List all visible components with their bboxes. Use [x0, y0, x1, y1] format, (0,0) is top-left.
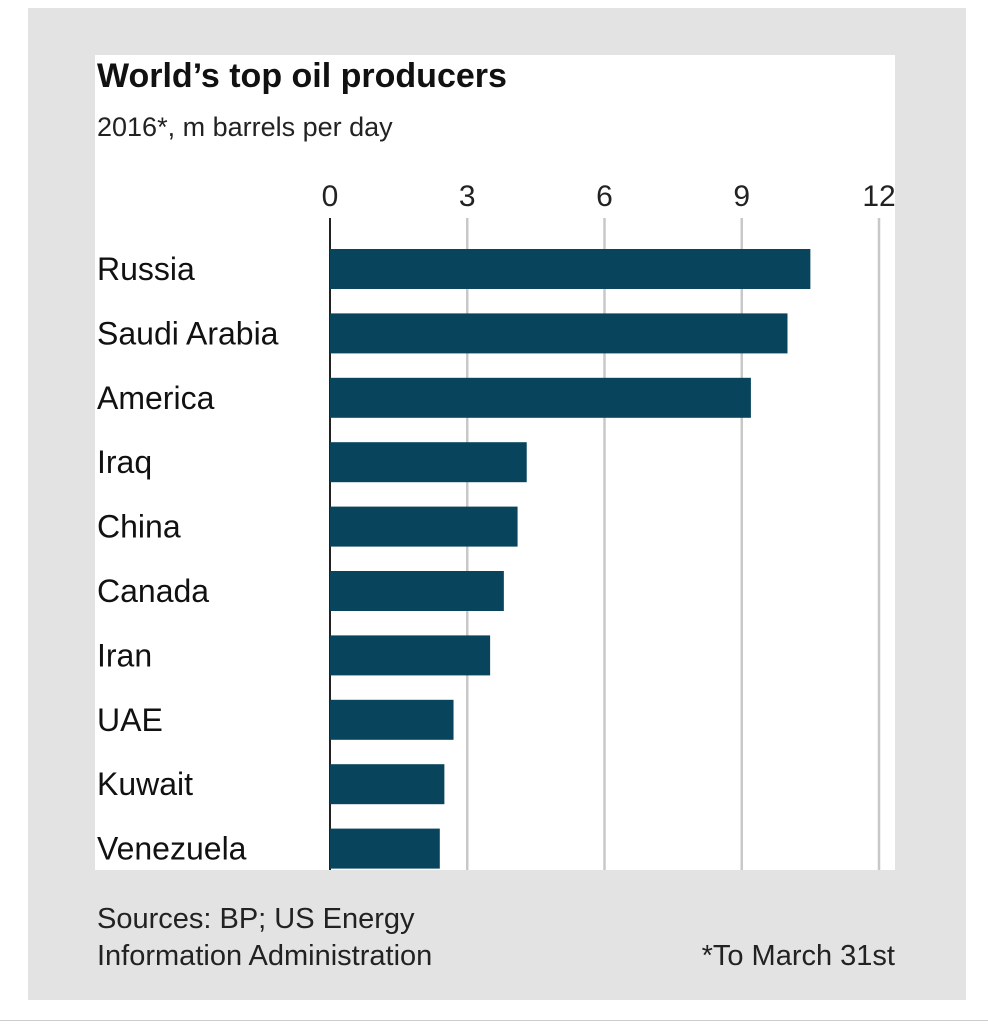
category-label: Russia	[97, 251, 195, 287]
bar	[330, 828, 440, 869]
x-tick-label: 6	[596, 180, 613, 213]
bar	[330, 442, 527, 483]
footnote: *To March 31st	[702, 940, 895, 972]
chart-subtitle: 2016*, m barrels per day	[97, 112, 393, 142]
bar	[330, 571, 504, 611]
category-labels: Russia Saudi Arabia America Iraq China Canada…	[97, 251, 279, 867]
category-label: Venezuela	[97, 831, 247, 867]
bar	[330, 313, 788, 354]
category-label: China	[97, 509, 181, 545]
bars	[330, 249, 811, 869]
bar	[330, 506, 518, 547]
bar	[330, 635, 491, 676]
category-label: America	[97, 380, 215, 416]
category-label: Iraq	[97, 444, 152, 480]
x-tick-label: 0	[322, 180, 339, 213]
chart-title: World’s top oil producers	[97, 57, 507, 95]
source-line-2: Information Administration	[97, 940, 432, 972]
x-tick-label: 9	[733, 180, 750, 213]
x-tick-label: 12	[862, 180, 895, 213]
category-label: UAE	[97, 702, 163, 738]
bar	[330, 699, 454, 740]
bottom-divider	[0, 1020, 988, 1021]
source-line-1: Sources: BP; US Energy	[97, 903, 415, 935]
category-label: Kuwait	[97, 766, 193, 802]
x-tick-label: 3	[459, 180, 476, 213]
category-label: Canada	[97, 573, 209, 609]
x-axis-ticks: 0 3 6 9 12	[322, 180, 896, 213]
bar	[330, 764, 445, 805]
bar	[330, 249, 811, 289]
bar	[330, 377, 751, 418]
category-label: Iran	[97, 637, 152, 673]
category-label: Saudi Arabia	[97, 315, 279, 351]
